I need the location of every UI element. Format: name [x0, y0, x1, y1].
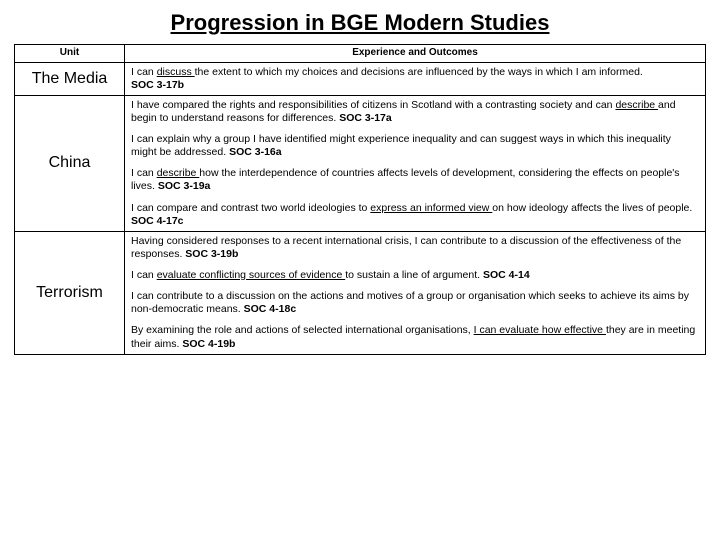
unit-cell: Terrorism: [15, 231, 125, 354]
header-unit: Unit: [15, 45, 125, 63]
table-row: The MediaI can discuss the extent to whi…: [15, 62, 706, 95]
table-row: ChinaI have compared the rights and resp…: [15, 95, 706, 231]
unit-cell: The Media: [15, 62, 125, 95]
outcome-paragraph: I have compared the rights and responsib…: [131, 99, 699, 125]
outcomes-cell: I can discuss the extent to which my cho…: [125, 62, 706, 95]
page-title: Progression in BGE Modern Studies: [14, 10, 706, 36]
table-header-row: Unit Experience and Outcomes: [15, 45, 706, 63]
outcomes-cell: Having considered responses to a recent …: [125, 231, 706, 354]
outcome-paragraph: I can compare and contrast two world ide…: [131, 202, 699, 228]
outcome-paragraph: I can contribute to a discussion on the …: [131, 290, 699, 316]
table-row: TerrorismHaving considered responses to …: [15, 231, 706, 354]
outcomes-cell: I have compared the rights and responsib…: [125, 95, 706, 231]
outcome-paragraph: I can discuss the extent to which my cho…: [131, 66, 699, 92]
progression-table: Unit Experience and Outcomes The MediaI …: [14, 44, 706, 355]
unit-cell: China: [15, 95, 125, 231]
outcome-paragraph: I can describe how the interdependence o…: [131, 167, 699, 193]
outcome-paragraph: Having considered responses to a recent …: [131, 235, 699, 261]
outcome-paragraph: I can evaluate conflicting sources of ev…: [131, 269, 699, 282]
outcome-paragraph: By examining the role and actions of sel…: [131, 324, 699, 350]
outcome-paragraph: I can explain why a group I have identif…: [131, 133, 699, 159]
header-outcomes: Experience and Outcomes: [125, 45, 706, 63]
